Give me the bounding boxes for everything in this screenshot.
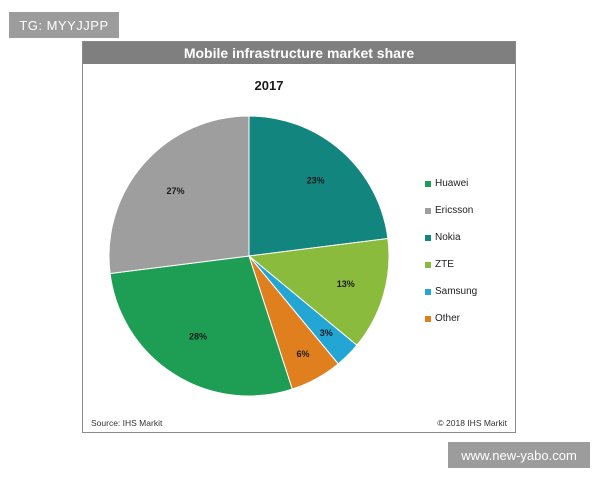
legend-item-huawei: Huawei: [425, 170, 477, 197]
legend-label: Huawei: [435, 178, 469, 189]
pie-slice-huawei: [109, 255, 293, 397]
pie-slice-nokia: [248, 115, 389, 257]
chart-subtitle: 2017: [254, 78, 284, 93]
legend-item-other: Other: [425, 305, 477, 332]
legend-label: ZTE: [435, 259, 454, 270]
legend-swatch: [425, 207, 431, 214]
legend-swatch: [425, 180, 431, 187]
copyright-note: © 2018 IHS Markit: [437, 418, 507, 428]
data-label-zte: 13%: [337, 279, 355, 289]
legend-label: Other: [435, 313, 461, 324]
data-label-other: 6%: [296, 349, 309, 359]
pie-slice-ericsson: [108, 115, 250, 275]
legend: Huawei Ericsson Nokia ZTE Samsung Other: [425, 170, 477, 332]
legend-swatch: [425, 234, 431, 241]
legend-item-zte: ZTE: [425, 251, 477, 278]
data-label-ericsson: 27%: [166, 186, 184, 196]
legend-swatch: [425, 315, 431, 322]
data-label-huawei: 28%: [189, 331, 207, 341]
legend-item-ericsson: Ericsson: [425, 197, 477, 224]
legend-swatch: [425, 288, 431, 295]
legend-label: Nokia: [435, 232, 461, 243]
data-label-nokia: 23%: [307, 175, 325, 185]
legend-label: Samsung: [435, 286, 478, 297]
watermark-top: TG: MYYJJPP: [9, 12, 119, 38]
legend-item-samsung: Samsung: [425, 278, 477, 305]
legend-item-nokia: Nokia: [425, 224, 477, 251]
pie-slice-zte: [247, 237, 390, 346]
source-note: Source: IHS Markit: [91, 418, 163, 428]
data-label-samsung: 3%: [320, 328, 333, 338]
chart-title: Mobile infrastructure market share: [83, 42, 515, 64]
legend-label: Ericsson: [435, 205, 474, 216]
watermark-bottom: www.new-yabo.com: [448, 442, 590, 468]
legend-swatch: [425, 261, 431, 268]
chart-frame: Mobile infrastructure market share 2017 …: [82, 41, 516, 433]
pie-chart: 23% 13% 3% 6% 28% 27%: [108, 115, 390, 397]
